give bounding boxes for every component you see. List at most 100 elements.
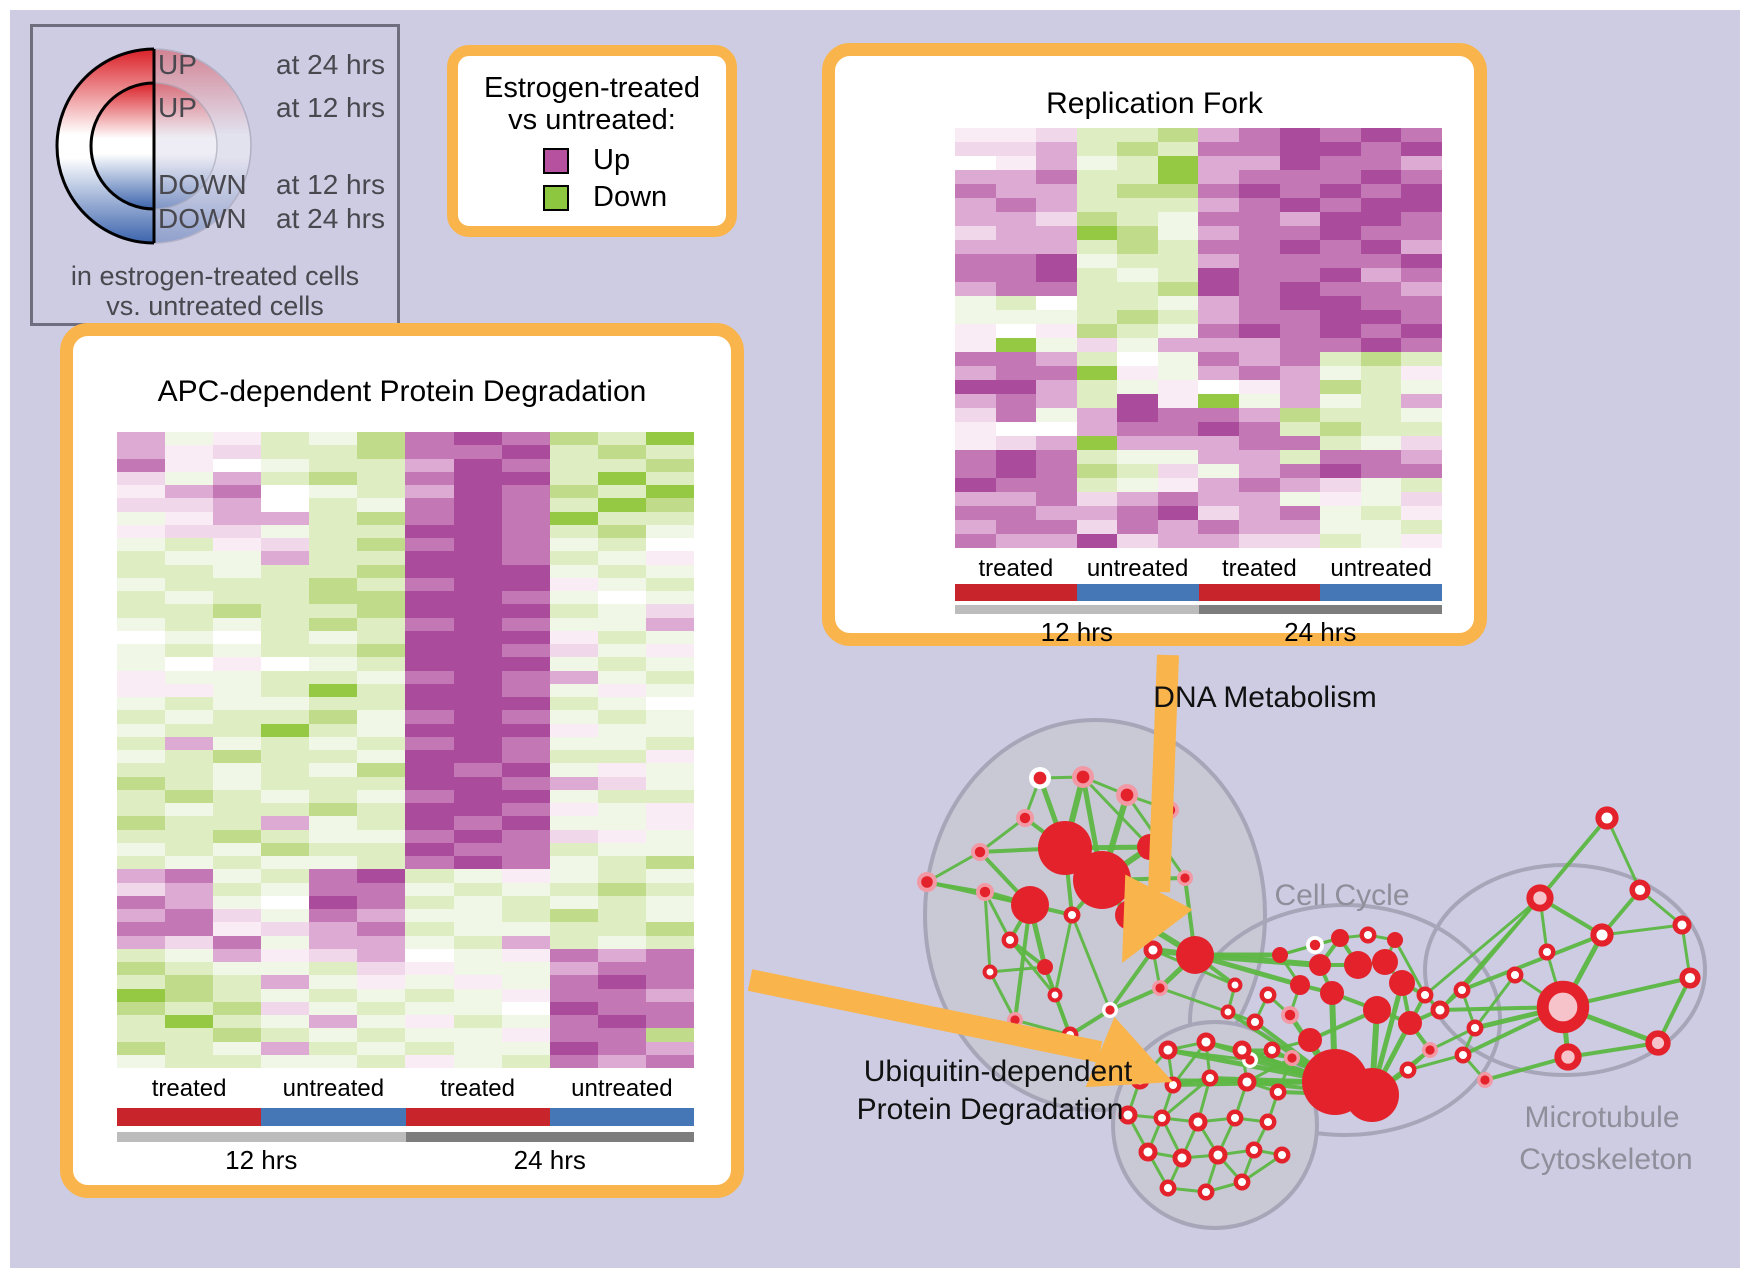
heatmap-cell bbox=[1117, 394, 1158, 408]
heatmap-cell bbox=[597, 591, 646, 605]
heatmap-cell bbox=[1360, 408, 1402, 422]
heatmap-cell bbox=[453, 1054, 502, 1068]
network-node-ring-white bbox=[1159, 1179, 1177, 1197]
heatmap-cell bbox=[165, 604, 214, 618]
heatmap-cell bbox=[955, 492, 996, 506]
heatmap-cell bbox=[501, 670, 550, 684]
heatmap-cell bbox=[357, 604, 406, 618]
network-node-white-halo bbox=[1242, 1052, 1258, 1068]
heatmap-cell bbox=[549, 736, 598, 750]
heatmap-cell bbox=[165, 564, 214, 578]
heatmap-cell bbox=[645, 432, 694, 446]
heatmap-cell bbox=[165, 988, 214, 1002]
heatmap-cell bbox=[1239, 184, 1280, 198]
up-color-swatch bbox=[543, 147, 569, 174]
heatmap-cell bbox=[1239, 156, 1280, 170]
heatmap-cell bbox=[309, 644, 358, 658]
heatmap-cell bbox=[1198, 296, 1240, 310]
heatmap-cell bbox=[597, 1028, 646, 1042]
network-edge bbox=[1461, 1054, 1487, 1081]
heatmap-cell bbox=[645, 723, 694, 737]
heatmap-cell bbox=[1320, 464, 1361, 478]
network-node-ring-white bbox=[1047, 987, 1063, 1003]
heatmap-cell bbox=[261, 683, 310, 697]
heatmap-cell bbox=[995, 422, 1037, 436]
heatmap-cell bbox=[405, 670, 454, 684]
heatmap-cell bbox=[1360, 534, 1402, 548]
heatmap-cell bbox=[1198, 240, 1240, 254]
heatmap-cell bbox=[261, 524, 310, 538]
network-edge bbox=[1438, 988, 1464, 1012]
heatmap-cell bbox=[1360, 338, 1402, 352]
heatmap-cell bbox=[357, 644, 406, 658]
heatmap-cell bbox=[117, 909, 166, 923]
network-edge bbox=[926, 880, 986, 894]
heatmap-cell bbox=[165, 657, 214, 671]
network-node-solid bbox=[1387, 932, 1403, 948]
network-edge bbox=[1252, 1121, 1270, 1151]
network-edge bbox=[1209, 1076, 1336, 1084]
heatmap-cell bbox=[117, 869, 166, 883]
heatmap-cell bbox=[213, 551, 262, 565]
heatmap-cell bbox=[1239, 422, 1280, 436]
network-edge bbox=[1070, 878, 1104, 917]
heatmap-cell bbox=[597, 935, 646, 949]
network-edge bbox=[1271, 1038, 1311, 1052]
network-edge bbox=[1216, 1154, 1244, 1183]
network-edge bbox=[1299, 983, 1333, 995]
heatmap-cell bbox=[1157, 436, 1199, 450]
heatmap-cell bbox=[453, 1028, 502, 1042]
heatmap-cell bbox=[1360, 142, 1402, 156]
heatmap-cell bbox=[995, 198, 1037, 212]
heatmap-cell bbox=[645, 895, 694, 909]
heatmap-cell bbox=[117, 471, 166, 485]
network-node-solid bbox=[1331, 929, 1349, 947]
heatmap-cell bbox=[645, 498, 694, 512]
heatmap-cell bbox=[213, 869, 262, 883]
heatmap-cell bbox=[1198, 226, 1240, 240]
network-node-solid bbox=[1176, 936, 1214, 974]
heatmap-cell bbox=[645, 948, 694, 962]
heatmap-cell bbox=[1360, 450, 1402, 464]
heatmap-cell bbox=[357, 816, 406, 830]
heatmap-cell bbox=[165, 458, 214, 472]
heatmap-cell bbox=[1157, 184, 1199, 198]
heatmap-cell bbox=[309, 577, 358, 591]
heatmap-cell bbox=[1239, 254, 1280, 268]
heatmap-cell bbox=[549, 948, 598, 962]
cluster-ellipse-cell-cycle bbox=[1188, 903, 1502, 1137]
heatmap-cell bbox=[597, 1015, 646, 1029]
heatmap-cell bbox=[405, 816, 454, 830]
heatmap-cell bbox=[1198, 380, 1240, 394]
heatmap-cell bbox=[1198, 254, 1240, 268]
network-edge bbox=[1514, 973, 1564, 1009]
network-node-pink-halo bbox=[1016, 809, 1034, 827]
heatmap-cell bbox=[597, 803, 646, 817]
heatmap-cell bbox=[309, 617, 358, 631]
heatmap-cell bbox=[1036, 156, 1077, 170]
heatmap-cell bbox=[405, 551, 454, 565]
heatmap-cell bbox=[453, 922, 502, 936]
network-edge bbox=[1070, 914, 1112, 1011]
heatmap-cell bbox=[261, 1001, 310, 1015]
heatmap-cell bbox=[1279, 408, 1321, 422]
heatmap-cell bbox=[309, 1001, 358, 1015]
heatmap-cell bbox=[309, 763, 358, 777]
network-edge bbox=[1109, 986, 1161, 1012]
network-edge bbox=[1241, 1048, 1373, 1097]
heatmap-cell bbox=[1239, 534, 1280, 548]
heatmap-cell bbox=[1036, 464, 1077, 478]
heatmap-cell bbox=[261, 551, 310, 565]
network-edge bbox=[1241, 1048, 1293, 1060]
heatmap-cell bbox=[501, 458, 550, 472]
heatmap-cell bbox=[309, 657, 358, 671]
network-edge bbox=[1461, 1027, 1477, 1056]
heatmap-cell bbox=[453, 882, 502, 896]
heatmap-cell bbox=[1320, 520, 1361, 534]
heatmap-cell bbox=[117, 710, 166, 724]
heatmap-cell bbox=[405, 538, 454, 552]
heatmap-cell bbox=[501, 564, 550, 578]
time-bar-row bbox=[955, 605, 1442, 614]
heatmap-cell bbox=[1198, 534, 1240, 548]
ring-time: at 24 hrs bbox=[276, 203, 385, 234]
